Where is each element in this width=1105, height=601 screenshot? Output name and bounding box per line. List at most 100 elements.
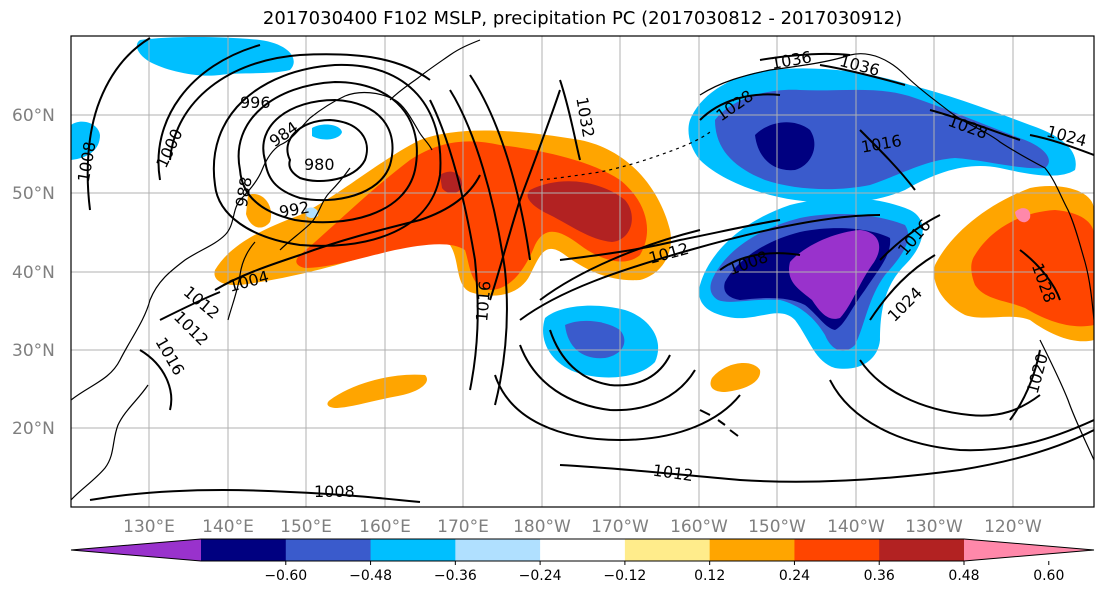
isobar-1008-mid: [719, 252, 801, 271]
colorbar-tick-label: −0.36: [434, 568, 477, 584]
isobar-high-1: [519, 214, 881, 321]
precip-positive-japan: [246, 194, 272, 228]
isobar-low-988: [237, 80, 418, 224]
colorbar-tick-label: −0.48: [349, 568, 392, 584]
precip-negative-central-4: [789, 230, 880, 319]
isobar-1000: [157, 44, 261, 181]
isobar-1012-mid: [559, 219, 781, 261]
isobar-1036-a: [759, 52, 851, 61]
isobar-1032: [559, 79, 581, 161]
map-area: 1008 1000 996 984 980 988 992 1004 1012 …: [71, 36, 1094, 507]
lon-label: 150°E: [280, 517, 332, 537]
lon-label: 120°W: [984, 517, 1042, 537]
colorbar-swatch: [201, 539, 287, 561]
coastline-alaska: [699, 53, 1046, 169]
isobar-trough-1: [429, 99, 479, 391]
coastline-na-west: [1044, 167, 1094, 321]
lon-label: 160°W: [670, 517, 728, 537]
lat-label: 20°N: [12, 419, 55, 439]
map-frame: [70, 35, 1095, 508]
coastline-korea: [227, 241, 256, 321]
coastline-baja: [1039, 339, 1094, 461]
precip-negative-small-2: [304, 207, 319, 218]
isobar-1008-left: [86, 37, 151, 211]
colorbar-outline: [70, 538, 1095, 562]
colorbar-tick-label: −0.24: [519, 568, 562, 584]
colorbar-tick-label: −0.12: [603, 568, 646, 584]
lon-label: 170°W: [591, 517, 649, 537]
colorbar-swatch: [370, 539, 456, 561]
coastline-japan: [279, 167, 351, 251]
colorbar-tick-label: 0.24: [779, 568, 810, 584]
lon-label: 180°W: [513, 517, 571, 537]
isobar-1028-east: [1019, 249, 1061, 301]
lon-label: 160°E: [359, 517, 411, 537]
colorbar-tick-label: 0.12: [694, 568, 725, 584]
precip-negative-alaska-3: [755, 122, 815, 171]
isobar-high-east-2: [829, 379, 1094, 452]
lon-label: 130°W: [905, 517, 963, 537]
isobar-label: 980: [304, 155, 335, 174]
colorbar-tick-label: −0.60: [264, 568, 307, 584]
precip-extreme-uswest: [1015, 208, 1031, 223]
latitude-labels: 60°N 50°N 40°N 30°N 20°N: [12, 106, 55, 439]
isobar-1016-east: [859, 129, 916, 191]
precip-negative-subtropical-2: [565, 320, 625, 359]
colorbar-extend-low: [71, 539, 201, 561]
lon-label: 130°E: [123, 517, 175, 537]
isobar-1024-a: [1029, 134, 1094, 156]
isobar-1028-b: [929, 109, 1021, 141]
map-title: 2017030400 F102 MSLP, precipitation PC (…: [262, 8, 903, 29]
isobar-low-992: [212, 63, 442, 247]
isobar-1016-east2: [879, 214, 941, 261]
precip-strong-uswest: [971, 210, 1094, 327]
lat-label: 30°N: [12, 341, 55, 361]
lat-label: 50°N: [12, 184, 55, 204]
precip-strong-band: [296, 141, 648, 290]
colorbar-tick-label: 0.60: [1033, 568, 1064, 584]
colorbar-swatch: [794, 539, 880, 561]
colorbar: −0.60 −0.48 −0.36 −0.24 −0.12 0.12 0.24 0.36 0.4…: [70, 538, 1095, 584]
colorbar-swatch: [285, 539, 372, 561]
isobar-1016-left: [139, 349, 173, 411]
isobar-low-984: [262, 98, 394, 202]
precip-very-strong-2: [440, 171, 462, 194]
precip-very-strong: [527, 181, 632, 242]
isobar-ridge-2: [519, 344, 696, 412]
isobar-low-980: [286, 118, 368, 182]
isobar-ridge-3: [494, 374, 741, 442]
longitude-labels: 130°E 140°E 150°E 160°E 170°E 180°W 170°…: [123, 517, 1042, 537]
isobar-high-2: [539, 229, 701, 301]
lon-label: 170°E: [437, 517, 489, 537]
isobar-trough-3: [469, 74, 531, 261]
precip-positive-subtropical: [327, 374, 427, 408]
isobars: [86, 37, 1094, 503]
isobar-label: 1016: [472, 280, 494, 322]
isobar-1028-a: [699, 93, 781, 121]
colorbar-swatch: [879, 539, 965, 561]
isobar-label: 996: [240, 93, 271, 112]
isobar-1012-left: [159, 291, 221, 321]
isobar-1036-b: [819, 64, 906, 86]
colorbar-swatch: [624, 539, 711, 561]
isobar-1004: [214, 174, 481, 291]
isobar-1012-south: [559, 429, 1094, 483]
isobar-1020-east: [1009, 349, 1041, 421]
colorbar-swatch: [709, 539, 795, 561]
precip-negative-small: [312, 124, 342, 140]
isobar-996: [169, 53, 431, 161]
isobar-high-east-1: [859, 359, 1041, 417]
lon-label: 150°W: [748, 517, 806, 537]
precip-negative-siberia-2: [71, 121, 100, 160]
isobar-trough-2: [449, 89, 508, 406]
colorbar-extend-high: [964, 539, 1094, 561]
isobar-label: 1008: [314, 482, 355, 501]
lat-label: 40°N: [12, 263, 55, 283]
coastline-hawaii: [699, 409, 739, 437]
lon-label: 140°E: [202, 517, 254, 537]
isobar-1016-mid: [489, 89, 561, 301]
isobar-1008-south: [89, 489, 421, 503]
colorbar-tick-label: 0.36: [864, 568, 895, 584]
isobar-1024-east: [869, 254, 936, 321]
